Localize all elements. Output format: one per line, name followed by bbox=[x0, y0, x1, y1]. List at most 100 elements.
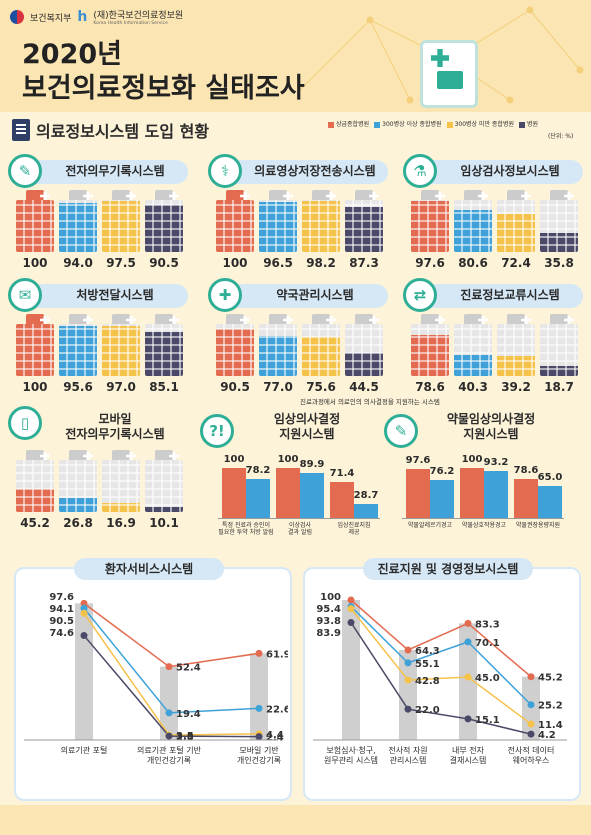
hospital-body bbox=[102, 460, 140, 512]
hospital-building-mark bbox=[59, 450, 97, 512]
hospital-roof bbox=[421, 314, 445, 325]
series-point-label: 61.9 bbox=[266, 649, 288, 660]
agency-name: (재)한국보건의료정보원 bbox=[93, 11, 184, 21]
hospital-windows bbox=[16, 460, 54, 512]
cds-bar-value: 76.2 bbox=[429, 465, 455, 477]
category-column bbox=[459, 623, 477, 740]
hospital-building-mark bbox=[497, 314, 535, 376]
cds-bar bbox=[430, 479, 454, 518]
line-chart-category-label: 전사적 자원 관리시스템 bbox=[388, 746, 428, 765]
hospital-roof bbox=[464, 314, 488, 325]
line-chart-svg: 97.6 52.4 61.9 94.1 19.4 22.6 90.5 3.5 4.4 74.6 2.… bbox=[24, 592, 288, 744]
hospital-windows bbox=[411, 324, 449, 376]
category-column bbox=[160, 666, 178, 740]
hospital-value-label: 44.5 bbox=[349, 380, 379, 394]
cds-category-label: 약물권장용량지원 bbox=[515, 522, 561, 529]
hospital-building-mark bbox=[540, 190, 578, 252]
hospital-value-label: 35.8 bbox=[544, 256, 574, 270]
hospital-roof bbox=[155, 450, 179, 461]
category-column bbox=[399, 649, 417, 740]
series-point bbox=[527, 730, 535, 738]
hospital-windows bbox=[302, 324, 340, 376]
hospital-value-label: 26.8 bbox=[63, 516, 93, 530]
hospital-windows bbox=[145, 200, 183, 252]
series-line bbox=[350, 608, 532, 725]
hospital-cross-icon bbox=[478, 316, 488, 324]
cds-category-label: 약물알레르기경고 bbox=[407, 522, 453, 529]
cds-category-label: 이상검사 결과 알림 bbox=[288, 522, 312, 536]
hospital-body bbox=[454, 324, 492, 376]
legend-item: 상급종합병원 bbox=[328, 119, 369, 128]
hospital-cross-icon bbox=[369, 192, 379, 200]
cds-bar bbox=[300, 473, 324, 518]
series-point-label: 15.1 bbox=[475, 715, 500, 726]
hospital-windows bbox=[102, 460, 140, 512]
series-point-label: 55.1 bbox=[415, 659, 440, 670]
hospital-body bbox=[259, 324, 297, 376]
hospital-roof bbox=[269, 190, 293, 201]
hospital-cross-icon bbox=[478, 192, 488, 200]
cds-bar bbox=[246, 478, 270, 518]
hospital-roof bbox=[550, 314, 574, 325]
system-title: 약국관리시스템 bbox=[276, 288, 354, 302]
line-chart-category-label: 보험심사·청구, 원무관리 시스템 bbox=[323, 746, 379, 765]
hospital-value-label: 96.5 bbox=[263, 256, 293, 270]
hospital-building-mark bbox=[59, 190, 97, 252]
series-point bbox=[347, 605, 355, 613]
hospital-cross-icon bbox=[435, 192, 445, 200]
hospital-windows bbox=[102, 324, 140, 376]
series-point-label: 22.0 bbox=[415, 705, 440, 716]
hospital-building-mark bbox=[259, 190, 297, 252]
hospital-body bbox=[454, 200, 492, 252]
system-title: 모바일 전자의무기록시스템 bbox=[65, 412, 165, 441]
hospital-windows bbox=[540, 324, 578, 376]
hospital-body bbox=[411, 200, 449, 252]
series-point-label: 45.2 bbox=[538, 673, 563, 684]
series-point bbox=[464, 619, 472, 627]
hospital-building-mark bbox=[540, 314, 578, 376]
series-point bbox=[255, 704, 263, 712]
line-chart-category-label: 의료기관 포털 bbox=[60, 746, 108, 755]
hospital-body bbox=[16, 200, 54, 252]
hospital-roof bbox=[312, 190, 336, 201]
legend-label: 상급종합병원 bbox=[336, 121, 370, 128]
hospital-value-label: 97.5 bbox=[106, 256, 136, 270]
hospital-cross-icon bbox=[283, 192, 293, 200]
system-title: 전자의무기록시스템 bbox=[65, 164, 165, 178]
hospital-value-label: 45.2 bbox=[20, 516, 50, 530]
hospital-building-mark bbox=[345, 190, 383, 252]
series-point-label: 4.4 bbox=[266, 730, 284, 741]
document-icon bbox=[12, 119, 30, 141]
series-point bbox=[404, 676, 412, 684]
hospital-value-label: 78.6 bbox=[415, 380, 445, 394]
series-point bbox=[464, 638, 472, 646]
series-point-label: 22.6 bbox=[266, 704, 288, 715]
legend-item: 병원 bbox=[519, 119, 538, 128]
cds-bar bbox=[276, 468, 300, 518]
hospital-building-mark bbox=[454, 314, 492, 376]
series-point-label: 64.3 bbox=[415, 646, 440, 657]
hospital-value-label: 40.3 bbox=[458, 380, 488, 394]
hospital-value-label: 94.0 bbox=[63, 256, 93, 270]
hospital-cross-icon bbox=[40, 316, 50, 324]
series-point-label: 90.5 bbox=[49, 616, 74, 627]
section-title: 의료정보시스템 도입 현황 bbox=[36, 122, 210, 141]
cds-category-label: 임상진료지침 제공 bbox=[337, 522, 371, 536]
hospital-value-label: 97.0 bbox=[106, 380, 136, 394]
hospital-building-mark bbox=[302, 314, 340, 376]
series-point bbox=[347, 619, 355, 627]
cds-bar bbox=[354, 503, 378, 518]
legend-item: 300병상 미만 종합병원 bbox=[446, 119, 514, 128]
line-chart-category-label: 내부 전자 결재시스템 bbox=[449, 746, 487, 765]
hospital-cross-icon bbox=[126, 192, 136, 200]
system-title: 임상검사정보시스템 bbox=[460, 164, 560, 178]
hospital-cross-icon bbox=[521, 192, 531, 200]
hospital-windows bbox=[216, 324, 254, 376]
series-point-label: 42.8 bbox=[415, 676, 440, 687]
hospital-building-mark bbox=[16, 450, 54, 512]
page-title: 보건의료정보화 실태조사 bbox=[22, 73, 305, 104]
hospital-body bbox=[411, 324, 449, 376]
title-year: 2020년 bbox=[22, 39, 122, 70]
patient-service-panel bbox=[14, 567, 292, 801]
